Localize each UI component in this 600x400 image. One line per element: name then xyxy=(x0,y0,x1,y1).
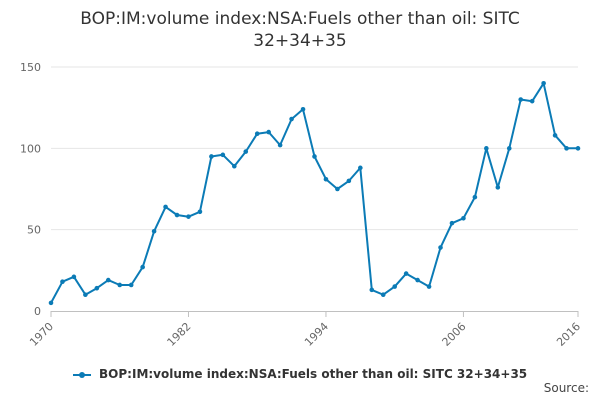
data-point xyxy=(461,215,466,221)
x-tick-label: 2016 xyxy=(554,320,583,349)
data-point xyxy=(449,220,455,226)
source-label: Source: xyxy=(543,381,589,395)
data-point xyxy=(128,282,134,288)
data-point xyxy=(369,287,375,293)
data-point xyxy=(117,282,123,288)
data-point xyxy=(174,212,180,218)
data-point xyxy=(518,97,524,102)
y-tick-label: 50 xyxy=(27,224,41,237)
data-point xyxy=(220,152,226,158)
data-point xyxy=(83,292,88,298)
chart-title-line-1: BOP:IM:volume index:NSA:Fuels other than… xyxy=(80,9,520,29)
data-point xyxy=(438,245,443,250)
data-point xyxy=(186,214,191,219)
data-point xyxy=(209,154,214,159)
legend-series-label: BOP:IM:volume index:NSA:Fuels other than… xyxy=(99,367,528,381)
data-point xyxy=(564,146,569,151)
data-point xyxy=(552,133,558,138)
data-point xyxy=(289,116,294,122)
data-point xyxy=(484,146,489,151)
data-point xyxy=(266,129,271,135)
data-point xyxy=(60,279,65,285)
data-point xyxy=(495,185,501,190)
data-point xyxy=(415,277,420,283)
x-tick-label: 1970 xyxy=(27,320,56,349)
data-point xyxy=(105,277,111,283)
data-point xyxy=(71,274,77,280)
chart-title: BOP:IM:volume index:NSA:Fuels other than… xyxy=(0,8,600,52)
y-tick-label: 0 xyxy=(34,305,41,318)
data-point xyxy=(300,106,306,112)
data-point xyxy=(197,209,203,215)
legend-series-swatch xyxy=(72,370,91,380)
data-point xyxy=(163,204,168,210)
data-point xyxy=(323,176,329,182)
data-point xyxy=(94,285,100,291)
data-point xyxy=(541,80,546,86)
data-point xyxy=(575,146,581,151)
data-point xyxy=(346,178,352,184)
data-point xyxy=(140,264,145,270)
data-point xyxy=(380,292,386,298)
series-line xyxy=(50,82,578,304)
data-point xyxy=(472,194,478,200)
data-point xyxy=(312,154,317,159)
data-point xyxy=(392,284,397,289)
data-point xyxy=(48,300,54,306)
data-point xyxy=(254,131,260,136)
data-point xyxy=(426,284,432,289)
x-tick-label: 2006 xyxy=(440,320,469,349)
data-point xyxy=(277,142,283,148)
x-tick-label: 1994 xyxy=(302,320,331,349)
y-tick-label: 150 xyxy=(20,61,41,74)
data-point xyxy=(151,228,157,234)
data-point xyxy=(335,186,340,192)
data-point xyxy=(506,146,512,151)
data-point xyxy=(403,271,409,276)
chart-title-line-2: 32+34+35 xyxy=(253,31,347,51)
data-point xyxy=(232,163,237,169)
y-tick-label: 100 xyxy=(20,142,41,155)
data-point xyxy=(243,149,249,154)
legend[interactable]: BOP:IM:volume index:NSA:Fuels other than… xyxy=(0,367,600,381)
data-point xyxy=(529,98,535,104)
x-tick-label: 1982 xyxy=(165,320,194,349)
data-point xyxy=(358,165,363,171)
